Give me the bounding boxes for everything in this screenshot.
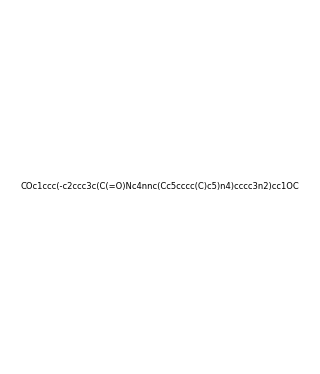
Text: COc1ccc(-c2ccc3c(C(=O)Nc4nnc(Cc5cccc(C)c5)n4)cccc3n2)cc1OC: COc1ccc(-c2ccc3c(C(=O)Nc4nnc(Cc5cccc(C)c… (20, 183, 300, 191)
